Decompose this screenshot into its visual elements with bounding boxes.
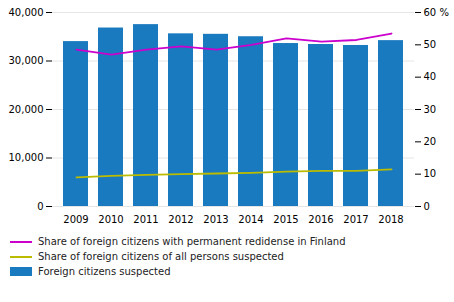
svg-text:2011: 2011 [133, 214, 158, 225]
svg-text:2013: 2013 [203, 214, 228, 225]
svg-text:30,000: 30,000 [9, 55, 44, 66]
svg-text:2010: 2010 [98, 214, 123, 225]
svg-text:10,000: 10,000 [9, 152, 44, 163]
html-text:Share of foreign citizens of a: Share of foreign citizens of all persons… [38, 251, 284, 262]
svg-text:2014: 2014 [238, 214, 263, 225]
svg-text:20: 20 [424, 136, 437, 147]
svg-text:0: 0 [424, 201, 430, 212]
svg-text:2017: 2017 [343, 214, 368, 225]
svg-text:10: 10 [424, 168, 437, 179]
svg-text:2018: 2018 [378, 214, 403, 225]
svg-text:60 %: 60 % [424, 7, 449, 18]
html-text:Share of foreign citizens with: Share of foreign citizens with permanent… [38, 236, 346, 247]
svg-text:0: 0 [37, 201, 43, 212]
svg-text:2012: 2012 [168, 214, 193, 225]
svg-text:20,000: 20,000 [9, 104, 44, 115]
svg-text:2009: 2009 [63, 214, 88, 225]
svg-text:2016: 2016 [308, 214, 333, 225]
svg-text:2015: 2015 [273, 214, 298, 225]
svg-text:40,000: 40,000 [9, 7, 44, 18]
svg-text:50: 50 [424, 39, 437, 50]
svg-text:30: 30 [424, 104, 437, 115]
html-text:Foreign citizens suspected: Foreign citizens suspected [38, 266, 171, 277]
svg-text:40: 40 [424, 71, 437, 82]
